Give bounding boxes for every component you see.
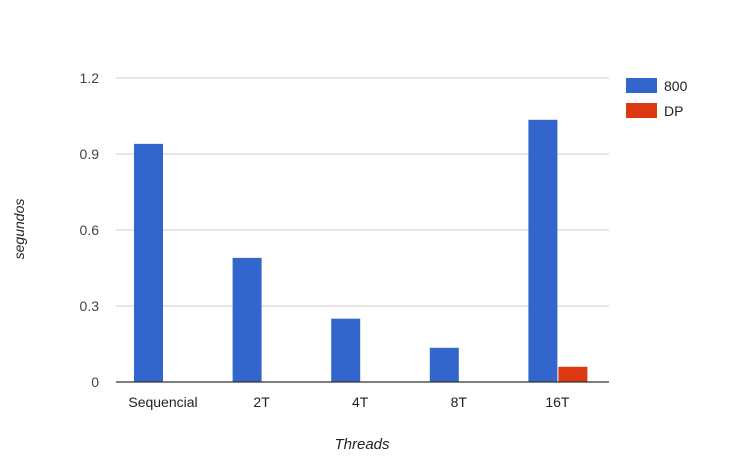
y-tick-label: 0.3: [80, 298, 100, 314]
bar-800-2T[interactable]: [232, 257, 262, 382]
bars: [134, 119, 588, 383]
x-tick-label: 8T: [451, 394, 468, 410]
bar-DP-16T[interactable]: [558, 366, 588, 382]
legend: 800 DP: [626, 78, 688, 119]
bar-800-8T[interactable]: [429, 347, 459, 382]
legend-swatch-800: [626, 78, 657, 93]
x-tick-label: 2T: [253, 394, 270, 410]
x-tick-label: 4T: [352, 394, 369, 410]
y-tick-labels: 0 0.3 0.6 0.9 1.2: [80, 70, 100, 390]
gridlines: [116, 77, 609, 307]
y-tick-label: 1.2: [80, 70, 100, 86]
bar-800-16T[interactable]: [528, 119, 558, 383]
y-axis-title: segundos: [11, 199, 27, 260]
y-tick-label: 0: [91, 374, 99, 390]
x-tick-labels: Sequencial 2T 4T 8T 16T: [128, 394, 570, 410]
x-axis-title: Threads: [334, 436, 390, 453]
y-tick-label: 0.9: [80, 146, 100, 162]
bar-800-Sequencial[interactable]: [134, 143, 163, 382]
x-tick-label: 16T: [545, 394, 570, 410]
legend-swatch-DP: [626, 103, 657, 118]
y-tick-label: 0.6: [80, 222, 100, 238]
legend-label: DP: [664, 103, 683, 119]
legend-label: 800: [664, 78, 688, 94]
bar-800-4T[interactable]: [331, 318, 361, 382]
x-tick-label: Sequencial: [128, 394, 197, 410]
